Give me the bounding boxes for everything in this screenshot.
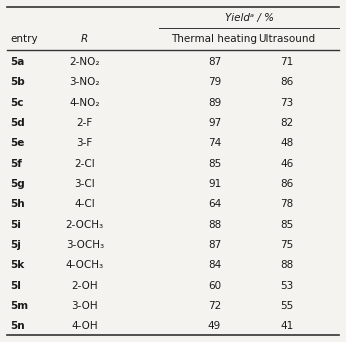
Text: 3-Cl: 3-Cl [74,179,95,189]
Text: 89: 89 [208,97,221,107]
Text: Yieldᵃ / %: Yieldᵃ / % [225,13,274,23]
Text: 86: 86 [281,77,294,87]
Text: 3-OCH₃: 3-OCH₃ [66,240,104,250]
Text: 73: 73 [281,97,294,107]
Text: 74: 74 [208,138,221,148]
Text: 49: 49 [208,321,221,331]
Text: 82: 82 [281,118,294,128]
Text: 5e: 5e [10,138,25,148]
Text: 5k: 5k [10,260,25,271]
Text: Ultrasound: Ultrasound [258,35,316,44]
Text: 41: 41 [281,321,294,331]
Text: 5m: 5m [10,301,28,311]
Text: 4-OH: 4-OH [72,321,98,331]
Text: 91: 91 [208,179,221,189]
Text: 87: 87 [208,57,221,67]
Text: 53: 53 [281,281,294,291]
Text: Thermal heating: Thermal heating [172,35,257,44]
Text: 2-NO₂: 2-NO₂ [70,57,100,67]
Text: 5n: 5n [10,321,25,331]
Text: 5d: 5d [10,118,25,128]
Text: 46: 46 [281,159,294,169]
Text: 72: 72 [208,301,221,311]
Text: 55: 55 [281,301,294,311]
Text: 5l: 5l [10,281,21,291]
Text: R: R [81,35,88,44]
Text: 5j: 5j [10,240,21,250]
Text: 4-OCH₃: 4-OCH₃ [66,260,104,271]
Text: 5g: 5g [10,179,25,189]
Text: 3-NO₂: 3-NO₂ [70,77,100,87]
Text: 85: 85 [281,220,294,230]
Text: 97: 97 [208,118,221,128]
Text: 5b: 5b [10,77,25,87]
Text: 4-Cl: 4-Cl [74,199,95,209]
Text: 5i: 5i [10,220,21,230]
Text: 84: 84 [208,260,221,271]
Text: 71: 71 [281,57,294,67]
Text: 88: 88 [208,220,221,230]
Text: 48: 48 [281,138,294,148]
Text: 64: 64 [208,199,221,209]
Text: 2-F: 2-F [77,118,93,128]
Text: 2-OH: 2-OH [72,281,98,291]
Text: 4-NO₂: 4-NO₂ [70,97,100,107]
Text: 3-OH: 3-OH [72,301,98,311]
Text: 79: 79 [208,77,221,87]
Text: 5a: 5a [10,57,25,67]
Text: 78: 78 [281,199,294,209]
Text: 86: 86 [281,179,294,189]
Text: 2-Cl: 2-Cl [74,159,95,169]
Text: 88: 88 [281,260,294,271]
Text: 60: 60 [208,281,221,291]
Text: 5c: 5c [10,97,24,107]
Text: 3-F: 3-F [77,138,93,148]
Text: 5f: 5f [10,159,22,169]
Text: 75: 75 [281,240,294,250]
Text: entry: entry [10,35,38,44]
Text: 2-OCH₃: 2-OCH₃ [66,220,104,230]
Text: 85: 85 [208,159,221,169]
Text: 87: 87 [208,240,221,250]
Text: 5h: 5h [10,199,25,209]
